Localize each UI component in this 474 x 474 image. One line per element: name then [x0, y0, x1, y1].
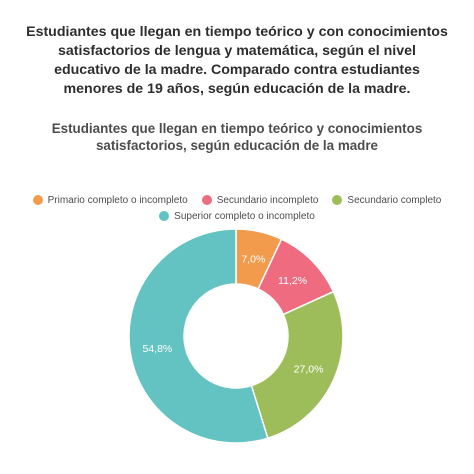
headline-line: satisfactorios de lengua y matemática, s…: [58, 43, 416, 59]
donut-slice-secundario-completo[interactable]: [250, 290, 344, 440]
slice-label-secundario-completo: 27,0%: [294, 363, 324, 375]
legend-row: Primario completo o incompleto Secundari…: [0, 192, 474, 208]
legend-label: Secundario completo: [347, 194, 442, 206]
legend-swatch: [332, 195, 343, 205]
donut-slice-superior[interactable]: [128, 228, 269, 444]
legend-item-secundario-incompleto[interactable]: Secundario incompleto: [201, 194, 319, 206]
chart-legend: Primario completo o incompleto Secundari…: [0, 192, 474, 224]
legend-item-superior[interactable]: Superior completo o incompleto: [159, 211, 315, 222]
legend-row: Superior completo o incompleto: [0, 208, 474, 224]
headline: Estudiantes que llegan en tiempo teórico…: [8, 23, 466, 99]
headline-line: menores de 19 años, según educación de l…: [63, 81, 411, 97]
legend-item-secundario-completo[interactable]: Secundario completo: [332, 195, 441, 206]
slice-label-superior: 54,8%: [143, 343, 173, 355]
legend-swatch: [32, 195, 43, 205]
headline-line: educativo de la madre. Comparado contra …: [54, 62, 420, 78]
legend-label: Secundario incompleto: [216, 194, 319, 206]
legend-label: Primario completo o incompleto: [47, 194, 188, 206]
headline-line: Estudiantes que llegan en tiempo teórico…: [26, 24, 448, 40]
slice-label-primario: 7,0%: [241, 253, 265, 265]
legend-swatch: [159, 211, 170, 221]
legend-label: Superior completo o incompleto: [174, 210, 315, 222]
legend-swatch: [201, 195, 212, 205]
chart-title-line: satisfactorios, según educación de la ma…: [95, 138, 379, 153]
chart-title: Estudiantes que llegan en tiempo teórico…: [10, 120, 464, 154]
legend-item-primario[interactable]: Primario completo o incompleto: [32, 194, 188, 206]
slice-label-secundario-incompleto: 11,2%: [278, 275, 307, 287]
chart-title-line: Estudiantes que llegan en tiempo teórico…: [51, 121, 423, 136]
